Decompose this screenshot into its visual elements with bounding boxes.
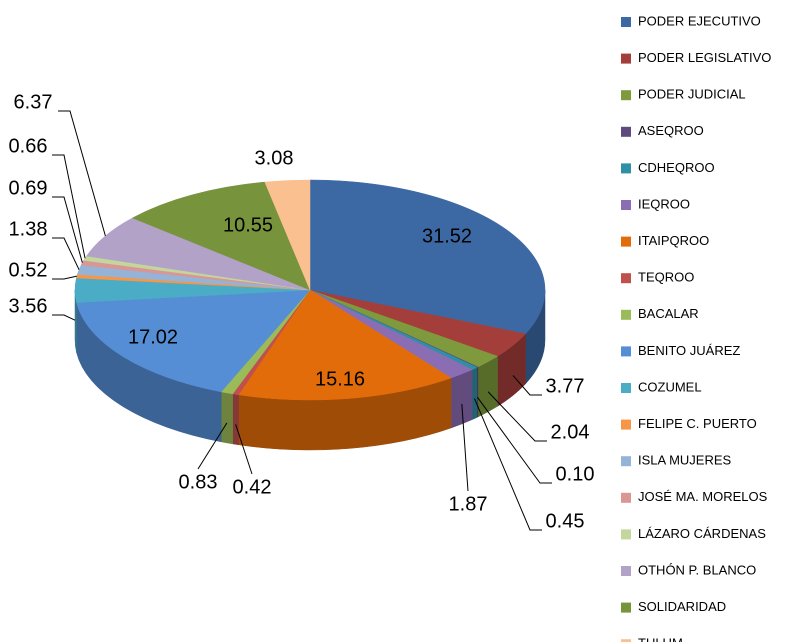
legend-label: PODER LEGISLATIVO (638, 50, 771, 65)
legend-label: SOLIDARIDAD (638, 599, 726, 614)
data-label: 31.52 (422, 225, 472, 247)
data-label: 3.08 (255, 147, 294, 169)
data-label: 3.77 (546, 375, 585, 397)
legend-swatch (621, 236, 631, 247)
legend-label: ISLA MUJERES (638, 453, 732, 468)
legend-label: CDHEQROO (638, 160, 715, 175)
slice (309, 179, 546, 335)
legend-swatch (621, 419, 631, 430)
pie-tops (74, 179, 546, 401)
leader-line (235, 424, 253, 475)
slice (131, 181, 311, 291)
leader-line (52, 154, 86, 259)
legend-label: TULUM (638, 636, 683, 642)
data-label: 17.02 (128, 326, 178, 348)
legend-swatch (621, 17, 631, 27)
legend-swatch (621, 53, 631, 64)
data-label: 0.66 (9, 135, 48, 157)
legend-label: JOSÉ MA. MORELOS (638, 489, 768, 504)
legend-swatch (621, 346, 631, 357)
legend-swatch (621, 200, 631, 210)
data-label: 3.56 (9, 295, 48, 317)
leader-line (58, 110, 106, 237)
slice-side (220, 391, 233, 445)
leader-lines (52, 110, 552, 531)
leader-line (52, 275, 77, 280)
data-label: 0.52 (9, 259, 48, 281)
legend-swatch (621, 273, 631, 284)
legend-label: ASEQROO (638, 123, 704, 138)
leader-line (487, 391, 547, 442)
legend-swatch (621, 456, 631, 467)
legend-label: ITAIPQROO (638, 233, 709, 248)
legend-label: BENITO JUÁREZ (638, 343, 740, 358)
data-label: 0.45 (546, 510, 585, 532)
slice (264, 179, 311, 291)
data-label: 1.87 (449, 493, 488, 515)
legend-label: IEQROO (638, 196, 690, 211)
legend-label: BACALAR (638, 306, 699, 321)
slice (76, 289, 311, 393)
leader-line (512, 375, 542, 396)
legend-label: LÁZARO CÁRDENAS (638, 526, 766, 541)
legend-label: PODER JUDICIAL (638, 87, 746, 102)
legend-label: FELIPE C. PUERTO (638, 416, 757, 431)
leader-line (52, 314, 76, 321)
slice-side (450, 369, 473, 429)
legend-label: COZUMEL (638, 379, 702, 394)
slice (238, 289, 452, 401)
legend-swatch (621, 602, 631, 613)
legend-swatch (621, 163, 631, 174)
data-label: 0.83 (179, 471, 218, 493)
data-label: 0.42 (233, 476, 272, 498)
legend-swatch (621, 126, 631, 137)
leader-line (461, 403, 469, 492)
slice-side (471, 367, 478, 421)
data-label: 6.37 (14, 91, 53, 113)
data-label: 10.55 (223, 214, 273, 236)
legend-label: OTHÓN P. BLANCO (638, 562, 756, 577)
legend-swatch (621, 90, 631, 101)
legend-swatch (621, 529, 631, 540)
leader-line (197, 422, 228, 470)
pie-sides (74, 289, 546, 451)
legend-swatch (621, 309, 631, 320)
slice-side (232, 393, 239, 446)
leader-line (52, 196, 83, 263)
data-label: 1.38 (9, 218, 48, 240)
leader-line (474, 398, 542, 531)
legend-swatch (621, 383, 631, 393)
legend-swatch (621, 492, 631, 503)
legend-swatch (621, 639, 631, 642)
data-label: 2.04 (551, 421, 590, 443)
legend-label: PODER EJECUTIVO (638, 13, 761, 28)
leader-line (52, 237, 80, 270)
data-label: 0.69 (9, 177, 48, 199)
data-label: 0.10 (556, 463, 595, 485)
data-label: 15.16 (315, 368, 365, 390)
leader-line (476, 396, 552, 484)
legend-label: TEQROO (638, 270, 694, 285)
legend-swatch (621, 566, 631, 576)
